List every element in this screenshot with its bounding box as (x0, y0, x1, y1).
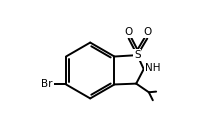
Text: Br: Br (41, 79, 53, 90)
Text: O: O (143, 27, 151, 37)
Text: O: O (125, 27, 133, 37)
Text: S: S (134, 50, 141, 60)
Text: NH: NH (145, 63, 161, 73)
